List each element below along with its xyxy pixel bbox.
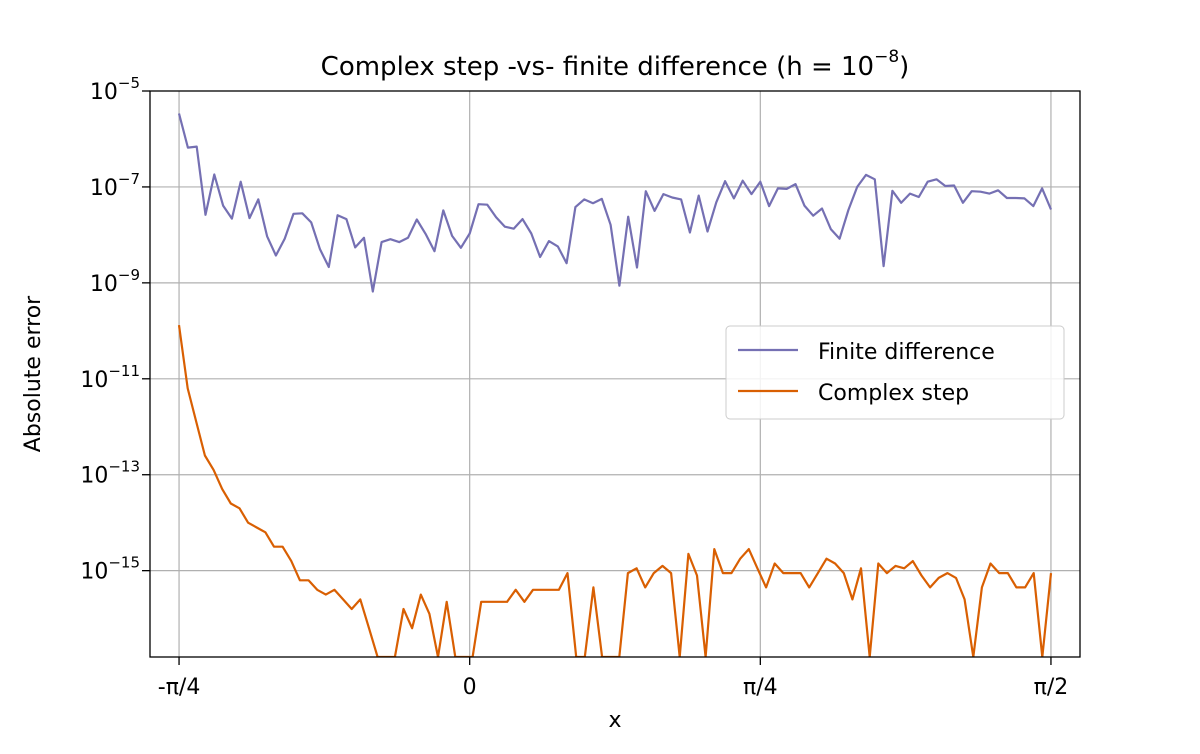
y-tick-label: 10−11 xyxy=(80,362,140,393)
legend: Finite difference Complex step xyxy=(725,325,1065,420)
axes-frame xyxy=(149,90,1081,658)
y-tick-exponent: −5 xyxy=(118,74,140,92)
y-axis-label: Absolute error xyxy=(21,295,46,452)
y-tick-exponent: −11 xyxy=(108,362,140,380)
y-tick-base: 10 xyxy=(90,176,118,201)
y-tick-exponent: −13 xyxy=(108,458,140,476)
x-tick-label: π/4 xyxy=(743,675,778,700)
plot-area xyxy=(177,113,1053,657)
chart-title-exponent: −8 xyxy=(874,47,899,67)
y-tick-exponent: −9 xyxy=(118,266,140,284)
x-tick-label: -π/4 xyxy=(158,675,201,700)
series-line-complex-step xyxy=(177,324,1053,657)
y-tick-label: 10−9 xyxy=(90,266,140,297)
y-tick-base: 10 xyxy=(80,368,108,393)
y-tick-base: 10 xyxy=(90,272,118,297)
y-tick-exponent: −15 xyxy=(108,554,140,572)
y-tick-base: 10 xyxy=(90,80,118,105)
y-tick-label: 10−15 xyxy=(80,554,140,585)
y-tick-exponent: −7 xyxy=(118,170,140,188)
legend-box xyxy=(725,325,1065,420)
chart-title-end: ) xyxy=(899,52,909,82)
chart-title-main: Complex step -vs- finite difference (h =… xyxy=(321,52,874,82)
y-tick-base: 10 xyxy=(80,464,108,489)
y-tick-base: 10 xyxy=(80,560,108,585)
y-tick-label: 10−13 xyxy=(80,458,140,489)
legend-label-finite-difference: Finite difference xyxy=(818,340,995,365)
y-tick-label: 10−7 xyxy=(90,170,140,201)
chart-title: Complex step -vs- finite difference (h =… xyxy=(321,47,910,82)
y-tick-label: 10−5 xyxy=(90,74,140,105)
series-line-finite-difference xyxy=(177,113,1053,293)
x-axis-label: x xyxy=(608,708,621,733)
x-tick-label: π/2 xyxy=(1034,675,1069,700)
legend-label-complex-step: Complex step xyxy=(818,381,969,406)
x-axis-ticks: -π/4 0 π/4 π/2 xyxy=(158,657,1069,700)
x-tick-label: 0 xyxy=(463,675,477,700)
grid-lines xyxy=(150,91,1080,657)
